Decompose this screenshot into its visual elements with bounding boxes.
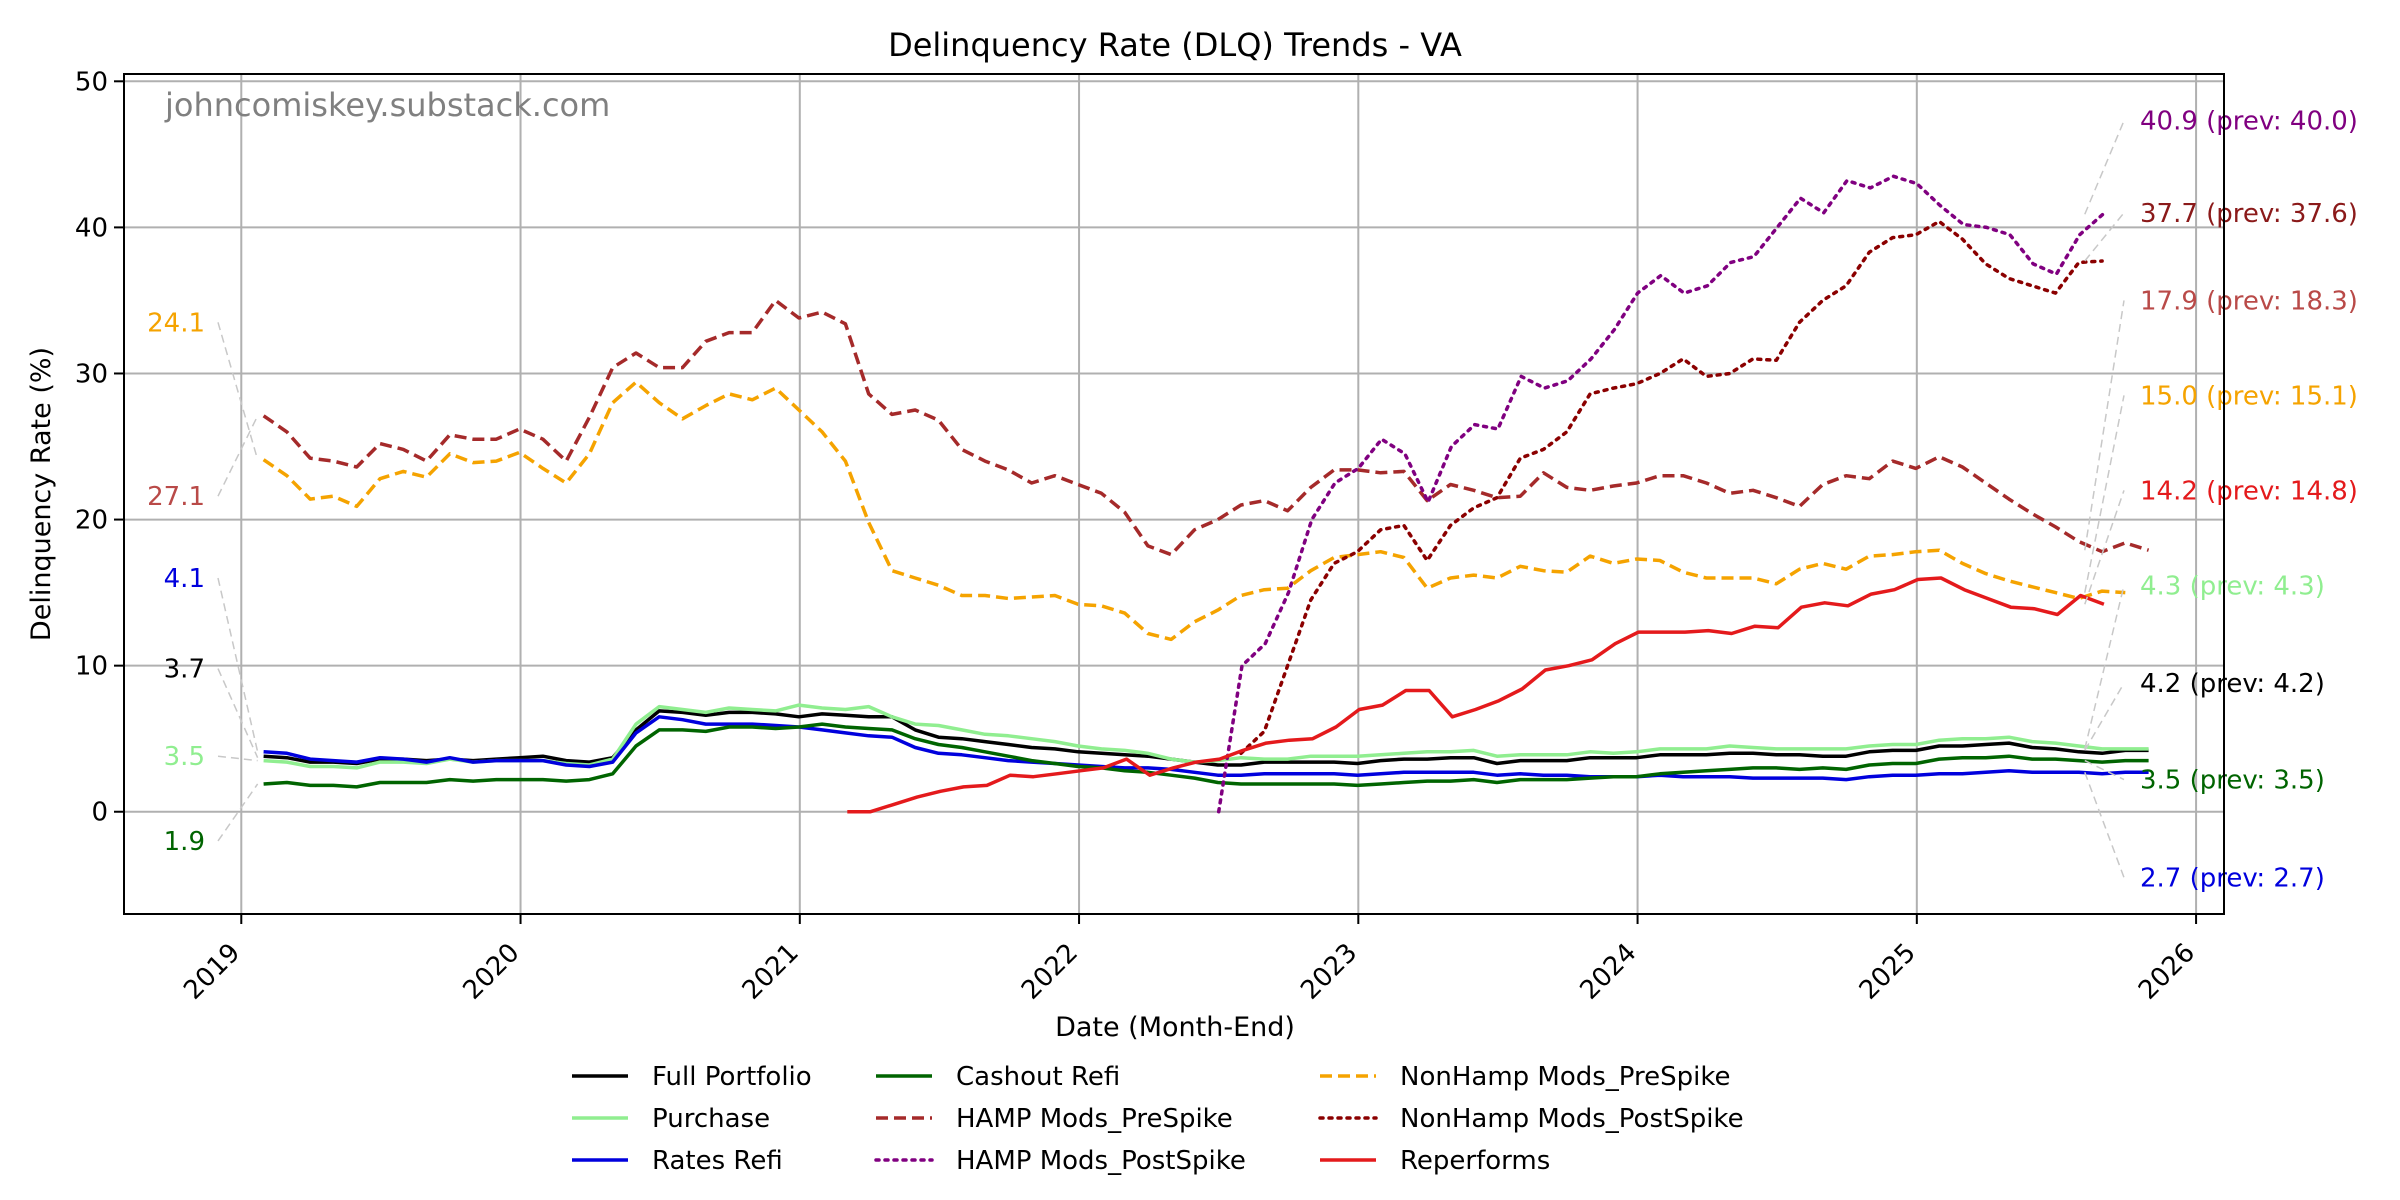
series-line-rates-refi xyxy=(263,715,2149,782)
start-label: 4.1 xyxy=(164,564,205,594)
legend-item: HAMP Mods_PostSpike xyxy=(874,1146,1246,1176)
start-label: 1.9 xyxy=(164,827,205,857)
y-tick-label: 10 xyxy=(75,652,108,682)
legend-item: Rates Refi xyxy=(572,1146,783,1176)
end-label-leader xyxy=(2084,395,2125,593)
end-label: 14.2 (prev: 14.8) xyxy=(2140,476,2358,506)
label-layer: 40.9 (prev: 40.0) 37.7 (prev: 37.6) 17.9 (… xyxy=(147,107,2358,894)
end-label-leader xyxy=(2084,490,2125,605)
end-label: 4.3 (prev: 4.3) xyxy=(2140,571,2325,601)
legend-item: Full Portfolio xyxy=(572,1062,812,1092)
end-label-leader xyxy=(2084,759,2125,781)
plot-frame xyxy=(123,73,2225,915)
x-axis-title: Date (Month-End) xyxy=(1055,1012,1295,1043)
legend-label: Rates Refi xyxy=(652,1146,783,1176)
y-tick-label: 50 xyxy=(75,67,108,97)
series-line-hamp-mods-postspike xyxy=(1216,174,2105,814)
legend: Full Portfolio Purchase Rates Refi Cashout … xyxy=(572,1062,1744,1176)
end-label-leader xyxy=(2084,585,2125,750)
grid xyxy=(124,74,2224,914)
end-label: 4.2 (prev: 4.2) xyxy=(2140,669,2325,699)
start-label: 24.1 xyxy=(147,308,205,338)
y-axis-title: Delinquency Rate (%) xyxy=(26,347,57,641)
end-label: 15.0 (prev: 15.1) xyxy=(2140,381,2358,411)
y-tick-label: 20 xyxy=(75,506,108,536)
end-label: 17.9 (prev: 18.3) xyxy=(2140,286,2358,316)
y-tick-label: 0 xyxy=(91,798,108,828)
series-line-full-portfolio xyxy=(263,709,2149,767)
start-label-leader xyxy=(217,668,259,758)
legend-item: NonHamp Mods_PreSpike xyxy=(1320,1062,1731,1092)
watermark: johncomiskey.substack.com xyxy=(164,86,610,124)
legend-label: NonHamp Mods_PostSpike xyxy=(1400,1104,1744,1134)
start-label: 3.7 xyxy=(164,655,205,685)
start-label-leader xyxy=(217,415,259,497)
y-tick-label: 30 xyxy=(75,359,108,389)
legend-item: Cashout Refi xyxy=(876,1062,1120,1092)
legend-item: Reperforms xyxy=(1320,1146,1550,1176)
series-line-cashout-refi xyxy=(263,722,2149,789)
end-label-leader xyxy=(2084,300,2125,551)
end-label-leader xyxy=(2084,212,2125,262)
start-label-leader xyxy=(217,755,258,762)
start-label-leader xyxy=(217,322,259,460)
series-line-hamp-mods-prespike xyxy=(262,298,2150,557)
legend-label: Purchase xyxy=(652,1104,770,1134)
series-layer xyxy=(262,174,2150,814)
y-tick-label: 40 xyxy=(75,213,108,243)
legend-item: NonHamp Mods_PostSpike xyxy=(1318,1104,1744,1134)
end-label-leader xyxy=(2084,772,2125,878)
legend-label: Full Portfolio xyxy=(652,1062,812,1092)
end-label: 37.7 (prev: 37.6) xyxy=(2140,199,2358,229)
legend-label: Reperforms xyxy=(1400,1146,1550,1176)
start-label: 3.5 xyxy=(164,742,205,772)
start-label: 27.1 xyxy=(147,482,205,512)
series-line-nonhamp-mods-prespike xyxy=(262,380,2126,642)
legend-item: Purchase xyxy=(572,1104,770,1134)
end-label-leader xyxy=(2084,120,2125,215)
start-label-leader xyxy=(217,783,259,842)
end-label: 2.7 (prev: 2.7) xyxy=(2140,863,2325,893)
legend-label: HAMP Mods_PreSpike xyxy=(956,1104,1233,1134)
legend-label: HAMP Mods_PostSpike xyxy=(956,1146,1246,1176)
end-label: 3.5 (prev: 3.5) xyxy=(2140,766,2325,796)
chart-title: Delinquency Rate (DLQ) Trends - VA xyxy=(888,26,1462,64)
legend-label: NonHamp Mods_PreSpike xyxy=(1400,1062,1731,1092)
series-line-nonhamp-mods-postspike xyxy=(1239,219,2104,756)
legend-label: Cashout Refi xyxy=(956,1062,1120,1092)
legend-item: HAMP Mods_PreSpike xyxy=(876,1104,1233,1134)
series-line-reperforms xyxy=(847,576,2105,814)
start-label-leader xyxy=(217,577,259,753)
end-label: 40.9 (prev: 40.0) xyxy=(2140,107,2358,137)
